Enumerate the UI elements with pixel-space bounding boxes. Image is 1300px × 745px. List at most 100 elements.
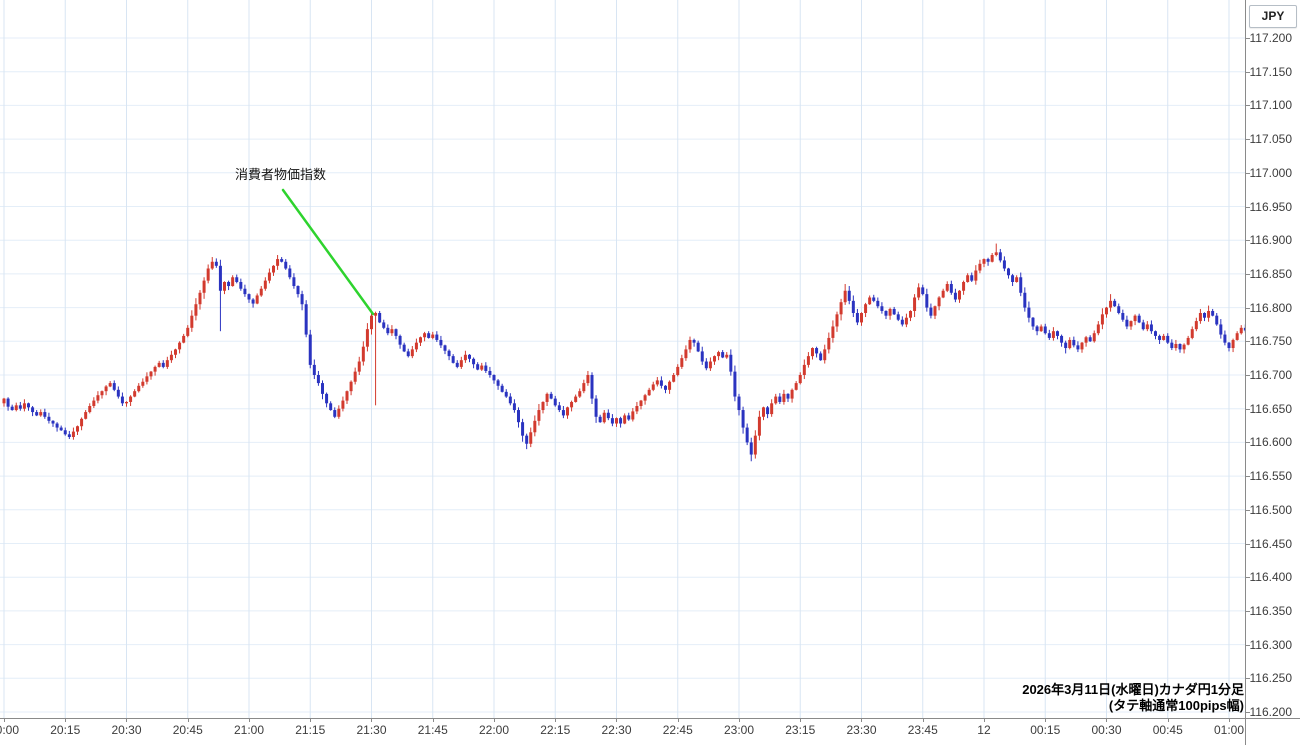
candle-body[interactable] [913, 297, 917, 311]
candle-body[interactable] [378, 312, 382, 323]
candle-body[interactable] [884, 310, 888, 316]
candle-body[interactable] [145, 376, 149, 382]
candle-body[interactable] [35, 412, 39, 416]
candle-body[interactable] [455, 362, 459, 367]
candle-body[interactable] [320, 383, 324, 394]
candle-body[interactable] [116, 389, 120, 397]
candle-body[interactable] [345, 391, 349, 401]
candle-body[interactable] [1006, 268, 1010, 276]
candle-body[interactable] [704, 361, 708, 369]
candle-body[interactable] [994, 252, 998, 256]
candle-body[interactable] [235, 277, 239, 282]
candle-body[interactable] [798, 375, 802, 384]
candle-body[interactable] [741, 410, 745, 428]
candle-body[interactable] [492, 375, 496, 381]
candlestick-plot-area[interactable] [0, 0, 1246, 718]
candle-body[interactable] [439, 339, 443, 346]
candle-body[interactable] [182, 335, 186, 343]
candle-body[interactable] [1051, 331, 1055, 338]
candle-body[interactable] [627, 415, 631, 420]
candle-body[interactable] [504, 391, 508, 397]
candle-body[interactable] [1125, 319, 1129, 327]
candle-body[interactable] [394, 329, 398, 336]
candle-body[interactable] [292, 277, 296, 287]
candle-body[interactable] [59, 427, 63, 431]
candle-body[interactable] [267, 272, 271, 281]
candle-body[interactable] [198, 292, 202, 305]
candle-body[interactable] [643, 395, 647, 401]
candle-body[interactable] [692, 339, 696, 343]
candle-body[interactable] [806, 356, 810, 365]
candle-body[interactable] [365, 329, 369, 347]
candle-body[interactable] [802, 364, 806, 375]
candle-body[interactable] [1149, 324, 1153, 332]
candle-body[interactable] [602, 412, 606, 423]
candle-body[interactable] [1170, 342, 1174, 349]
candle-body[interactable] [410, 349, 414, 357]
candle-body[interactable] [276, 259, 280, 266]
candle-body[interactable] [67, 434, 71, 438]
candle-body[interactable] [423, 333, 427, 338]
candle-body[interactable] [1141, 322, 1145, 330]
candle-body[interactable] [733, 371, 737, 397]
candle-body[interactable] [247, 294, 251, 300]
candle-body[interactable] [921, 287, 925, 295]
candle-body[interactable] [537, 410, 541, 421]
candle-body[interactable] [908, 310, 912, 318]
candle-body[interactable] [214, 261, 218, 266]
candle-body[interactable] [202, 280, 206, 293]
candle-body[interactable] [647, 389, 651, 396]
candle-body[interactable] [823, 349, 827, 361]
candle-body[interactable] [210, 261, 214, 269]
candle-body[interactable] [578, 391, 582, 397]
candle-body[interactable] [71, 431, 75, 438]
candle-body[interactable] [51, 420, 55, 424]
candle-body[interactable] [1080, 342, 1084, 350]
candle-body[interactable] [75, 426, 79, 432]
candle-body[interactable] [749, 442, 753, 455]
candle-body[interactable] [108, 383, 112, 387]
candle-body[interactable] [353, 371, 357, 382]
candle-body[interactable] [847, 290, 851, 301]
candle-body[interactable] [263, 280, 267, 289]
candle-body[interactable] [390, 329, 394, 334]
candle-body[interactable] [757, 416, 761, 436]
candle-body[interactable] [1223, 334, 1227, 343]
candle-body[interactable] [1117, 306, 1121, 313]
candle-body[interactable] [1174, 343, 1178, 349]
candle-body[interactable] [712, 356, 716, 362]
candle-body[interactable] [737, 396, 741, 411]
candle-body[interactable] [655, 380, 659, 385]
candle-body[interactable] [129, 396, 133, 402]
candle-body[interactable] [725, 354, 729, 358]
candle-body[interactable] [96, 395, 100, 401]
candle-body[interactable] [521, 422, 525, 436]
candle-body[interactable] [672, 375, 676, 382]
candle-body[interactable] [1211, 310, 1215, 316]
candle-body[interactable] [222, 281, 226, 291]
candle-body[interactable] [280, 259, 284, 262]
candle-body[interactable] [541, 401, 545, 411]
candle-body[interactable] [561, 410, 565, 416]
candle-body[interactable] [308, 334, 312, 365]
candle-body[interactable] [435, 334, 439, 340]
candle-body[interactable] [1027, 307, 1031, 318]
candle-body[interactable] [133, 391, 137, 397]
candle-body[interactable] [467, 354, 471, 359]
candle-body[interactable] [341, 400, 345, 409]
candle-body[interactable] [900, 319, 904, 325]
candle-body[interactable] [839, 302, 843, 315]
candle-body[interactable] [676, 366, 680, 375]
candle-body[interactable] [953, 292, 957, 300]
candle-body[interactable] [565, 407, 569, 416]
candle-body[interactable] [545, 393, 549, 402]
candle-body[interactable] [333, 410, 337, 417]
candle-body[interactable] [663, 385, 667, 390]
candle-body[interactable] [631, 411, 635, 420]
candle-body[interactable] [178, 342, 182, 350]
candle-body[interactable] [55, 423, 59, 428]
candle-body[interactable] [1186, 337, 1190, 345]
candle-body[interactable] [137, 385, 141, 392]
candle-body[interactable] [1178, 343, 1182, 350]
candle-body[interactable] [325, 393, 329, 404]
